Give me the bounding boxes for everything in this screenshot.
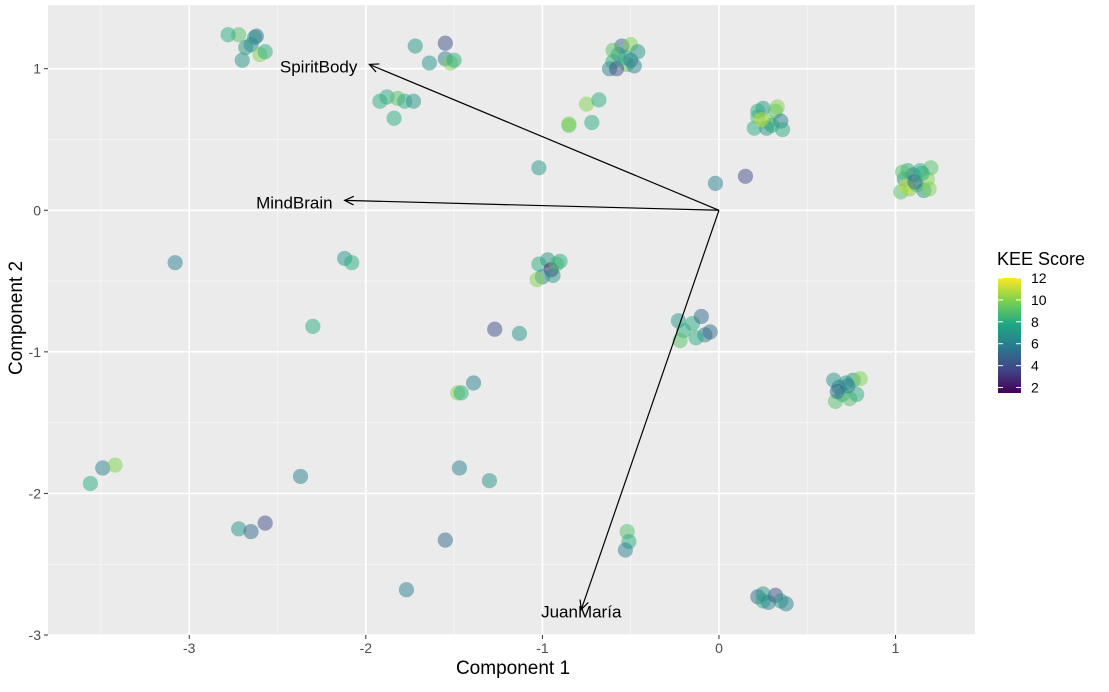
data-point: [707, 175, 724, 191]
legend-tick-label: 12: [1031, 270, 1047, 286]
data-point: [755, 586, 771, 602]
data-point: [605, 42, 621, 58]
data-point: [617, 542, 633, 558]
data-point: [608, 61, 625, 77]
legend: KEE Score 2 4 6 8 10 12: [997, 249, 1085, 396]
data-point: [545, 267, 561, 284]
data-point: [437, 532, 453, 548]
data-point: [921, 181, 937, 197]
x-tick-label: 1: [892, 640, 900, 656]
data-point: [702, 324, 718, 340]
data-point: [578, 96, 595, 112]
y-tick-label: -3: [29, 627, 42, 643]
data-point: [231, 521, 247, 537]
legend-ticks: 2 4 6 8 10 12: [998, 270, 1047, 396]
data-point: [405, 93, 422, 109]
data-point: [552, 253, 568, 269]
data-point: [451, 460, 468, 476]
data-point: [398, 582, 415, 598]
vector-label: MindBrain: [256, 193, 333, 212]
grid-major: [48, 5, 975, 636]
data-point: [753, 112, 769, 128]
data-point: [561, 116, 577, 132]
data-point: [407, 38, 423, 54]
y-axis-label: Component 2: [6, 261, 27, 375]
x-tick-label: -3: [183, 640, 196, 656]
data-point: [840, 378, 856, 394]
data-point: [107, 457, 123, 473]
vector-label: SpiritBody: [280, 57, 358, 76]
data-point: [453, 385, 469, 401]
data-point: [465, 375, 482, 391]
data-point: [693, 308, 709, 325]
data-point: [257, 515, 273, 531]
x-axis-label: Component 1: [456, 658, 570, 679]
y-tick-label: 0: [33, 202, 41, 218]
data-point: [386, 110, 402, 126]
data-point: [437, 35, 453, 51]
data-point: [623, 52, 639, 68]
vector-arrowhead: [343, 195, 355, 206]
data-point: [243, 524, 259, 540]
plot-panel: [48, 5, 975, 635]
data-point: [511, 325, 528, 342]
y-axis: -3 -2 -1 0 1: [29, 61, 48, 643]
data-point: [231, 27, 247, 43]
data-point: [82, 475, 98, 492]
data-point: [95, 460, 111, 476]
data-point: [305, 318, 321, 334]
x-tick-label: 0: [715, 640, 723, 656]
data-point: [238, 39, 254, 56]
x-tick-label: -2: [360, 640, 373, 656]
data-point: [584, 114, 600, 131]
data-point: [895, 164, 911, 180]
vector-line: [369, 63, 720, 211]
data-point: [234, 52, 250, 68]
grid-minor: [48, 5, 975, 635]
data-point: [246, 29, 263, 46]
legend-tick-label: 4: [1031, 358, 1039, 374]
data-point: [688, 330, 704, 346]
y-tick-label: -1: [29, 344, 42, 360]
legend-tick-label: 8: [1031, 314, 1039, 330]
data-point: [220, 27, 236, 43]
legend-tick-label: 10: [1031, 292, 1047, 308]
vector-label: JuanMaría: [541, 603, 622, 622]
y-tick-label: -2: [29, 485, 42, 501]
data-point: [778, 596, 794, 612]
data-point: [481, 473, 498, 489]
vector-arrowhead: [579, 599, 589, 611]
vector-arrowhead: [368, 63, 380, 73]
data-point: [737, 168, 754, 184]
data-point: [421, 55, 437, 71]
data-point: [257, 44, 273, 60]
data-point: [487, 321, 503, 337]
points-layer: [82, 27, 939, 612]
data-point: [531, 160, 547, 176]
legend-tick-label: 6: [1031, 336, 1039, 352]
data-point: [529, 272, 545, 288]
data-point: [852, 371, 868, 387]
data-point: [774, 121, 791, 138]
vector-line: [580, 210, 720, 610]
legend-colorbar: [998, 278, 1021, 393]
data-point: [591, 92, 607, 108]
vectors-layer: SpiritBody MindBrain JuanMaría: [256, 57, 720, 622]
data-point: [672, 332, 688, 349]
legend-title: KEE Score: [997, 249, 1085, 269]
y-tick-label: 1: [33, 61, 41, 77]
vector-line: [344, 199, 719, 211]
data-point: [292, 468, 309, 485]
x-tick-label: -1: [536, 640, 549, 656]
data-point: [344, 255, 360, 271]
data-point: [769, 99, 785, 115]
data-point: [167, 255, 183, 271]
data-point: [914, 165, 930, 182]
data-point: [446, 52, 462, 68]
legend-tick-label: 2: [1031, 380, 1039, 396]
x-axis: -3 -2 -1 0 1: [183, 635, 900, 656]
